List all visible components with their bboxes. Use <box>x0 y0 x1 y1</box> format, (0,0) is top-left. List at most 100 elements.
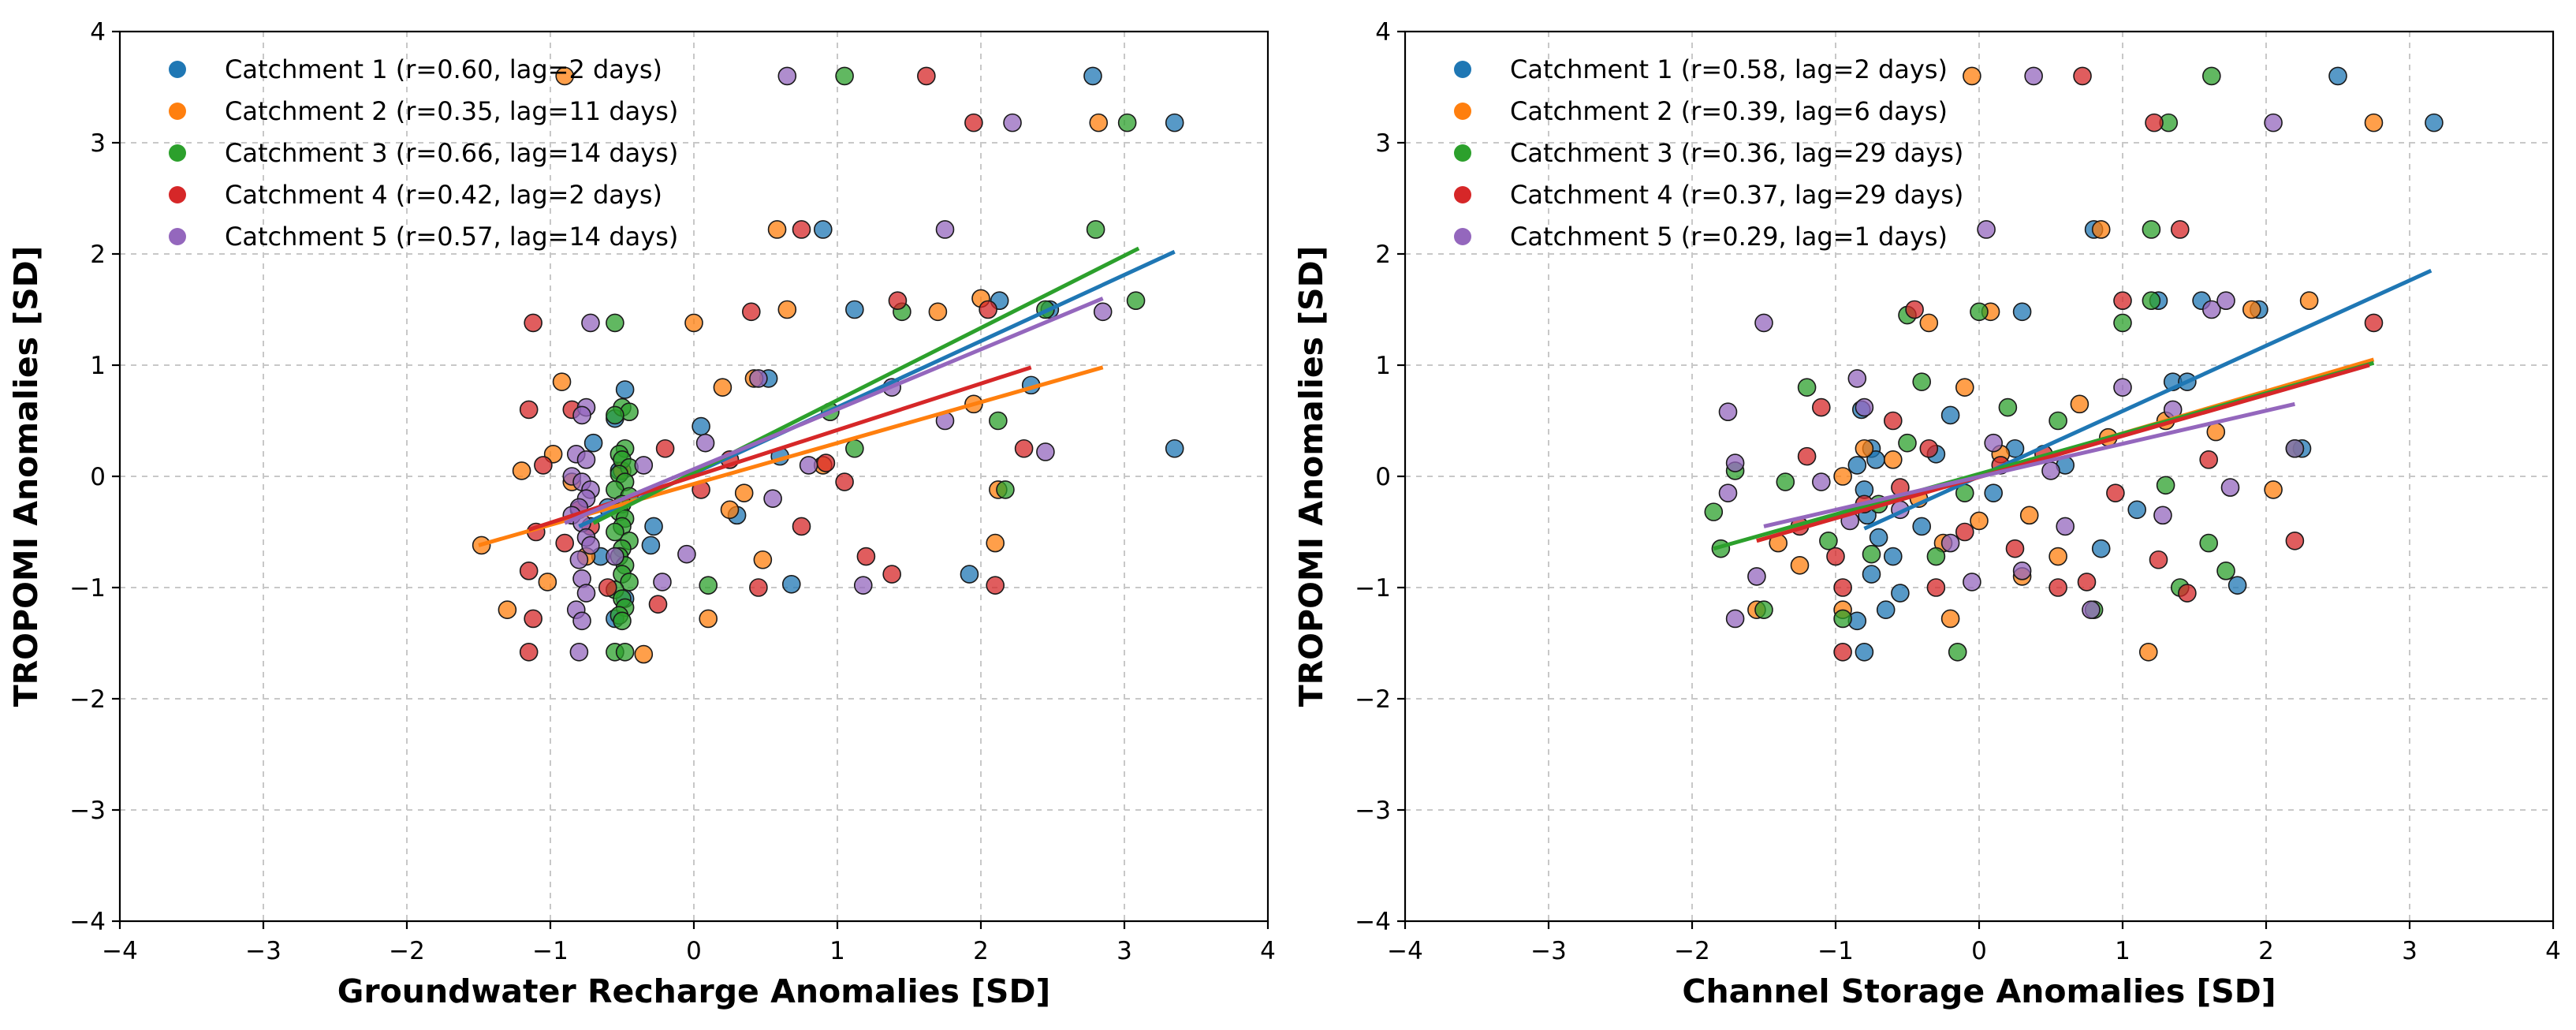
series-catchment-1 <box>583 66 1184 629</box>
data-point <box>555 66 575 86</box>
data-point <box>2199 450 2218 469</box>
data-point <box>1014 438 1034 458</box>
data-point <box>1833 467 1852 486</box>
data-point <box>555 533 575 553</box>
data-point <box>1955 378 1974 397</box>
legend-label-catchment-1: Catchment 1 (r=0.58, lag=2 days) <box>1510 54 1948 84</box>
data-point <box>1704 502 1724 521</box>
data-point <box>2113 313 2132 333</box>
data-point <box>1862 544 1881 564</box>
data-point <box>1797 446 1817 466</box>
data-point <box>917 66 936 86</box>
data-point <box>2202 66 2221 86</box>
legend-marker-catchment-4 <box>169 186 186 203</box>
legend-label-catchment-3: Catchment 3 (r=0.66, lag=14 days) <box>225 138 678 168</box>
legend-marker-catchment-2 <box>1454 103 1471 120</box>
y-tick-label: −4 <box>69 908 106 936</box>
data-point <box>581 536 600 555</box>
data-point <box>581 313 600 333</box>
y-tick-label: −1 <box>1355 574 1391 603</box>
data-point <box>792 517 811 536</box>
data-point <box>753 550 773 569</box>
x-tick-label: 4 <box>1260 937 1276 965</box>
x-tick-label: 2 <box>2258 937 2274 965</box>
data-point <box>835 472 854 491</box>
data-point <box>684 313 703 333</box>
data-point <box>2024 66 2043 86</box>
y-tick-label: 2 <box>90 241 106 269</box>
data-point <box>816 453 836 472</box>
y-tick-label: 2 <box>1375 241 1391 269</box>
data-point <box>767 220 787 239</box>
data-point <box>2048 411 2067 431</box>
data-point <box>634 456 654 475</box>
x-axis-label: Channel Storage Anomalies [SD] <box>1682 972 2276 1010</box>
data-point <box>572 611 591 631</box>
data-point <box>1912 517 1931 536</box>
data-point <box>888 291 908 311</box>
data-point <box>1776 472 1795 491</box>
data-point <box>845 438 864 458</box>
data-point <box>2041 461 2060 480</box>
data-point <box>986 576 1005 595</box>
data-point <box>845 300 864 319</box>
data-point <box>2216 562 2235 580</box>
regression-line-catchment-3 <box>592 246 1140 525</box>
legend-label-catchment-2: Catchment 2 (r=0.35, lag=11 days) <box>225 96 678 126</box>
data-point <box>641 536 661 555</box>
data-point <box>677 544 696 564</box>
data-point <box>2106 483 2125 502</box>
data-point <box>1998 397 2018 417</box>
data-point <box>1884 547 1903 566</box>
data-point <box>1833 642 1852 662</box>
data-point <box>1984 433 2003 453</box>
data-point <box>1970 511 1989 531</box>
data-point <box>2206 422 2226 442</box>
data-point <box>1970 302 1989 322</box>
legend-label-catchment-5: Catchment 5 (r=0.29, lag=1 days) <box>1510 222 1948 252</box>
data-point <box>1940 405 1960 425</box>
legend: Catchment 1 (r=0.58, lag=2 days) Catchmen… <box>1454 54 1963 252</box>
data-point <box>606 405 624 425</box>
data-point <box>1797 378 1817 397</box>
data-point <box>2149 550 2168 569</box>
data-point <box>699 576 718 595</box>
data-point <box>655 438 675 458</box>
chart-panel-channel-storage: −4 −3 −2 −1 0 1 2 3 4 −4 −3 −2 −1 0 1 2 3 4 Channel Storag… <box>1292 18 2561 1010</box>
legend-label-catchment-4: Catchment 4 (r=0.42, lag=2 days) <box>225 180 662 210</box>
data-point <box>2227 576 2247 595</box>
data-point <box>648 595 668 614</box>
data-point <box>1812 472 1831 491</box>
data-point <box>928 302 948 322</box>
data-point <box>534 456 553 475</box>
data-point <box>2019 506 2039 525</box>
data-point <box>989 411 1008 431</box>
x-tick-label: 3 <box>1117 937 1132 965</box>
data-point <box>598 578 617 597</box>
data-point <box>2048 578 2067 597</box>
data-point <box>569 642 589 662</box>
data-point <box>644 517 663 536</box>
data-point <box>1847 456 1867 475</box>
data-point <box>2216 291 2235 311</box>
data-point <box>835 66 854 86</box>
data-point <box>552 372 572 391</box>
data-point <box>606 547 624 566</box>
y-tick-label: 0 <box>90 463 106 491</box>
data-point <box>741 302 761 322</box>
data-point <box>1963 66 1981 86</box>
data-point <box>519 400 539 420</box>
data-point <box>2264 480 2283 499</box>
y-tick-label: 0 <box>1375 463 1391 491</box>
data-point <box>2082 600 2101 620</box>
y-tick-label: 3 <box>90 129 106 158</box>
data-point <box>2285 531 2305 550</box>
data-point <box>814 220 833 239</box>
data-point <box>1036 442 1055 461</box>
data-point <box>1718 483 1738 502</box>
data-point <box>1089 113 1109 132</box>
data-point <box>524 313 542 333</box>
x-tick-label: −2 <box>389 937 425 965</box>
data-point <box>1117 113 1137 132</box>
data-point <box>2005 539 2025 558</box>
